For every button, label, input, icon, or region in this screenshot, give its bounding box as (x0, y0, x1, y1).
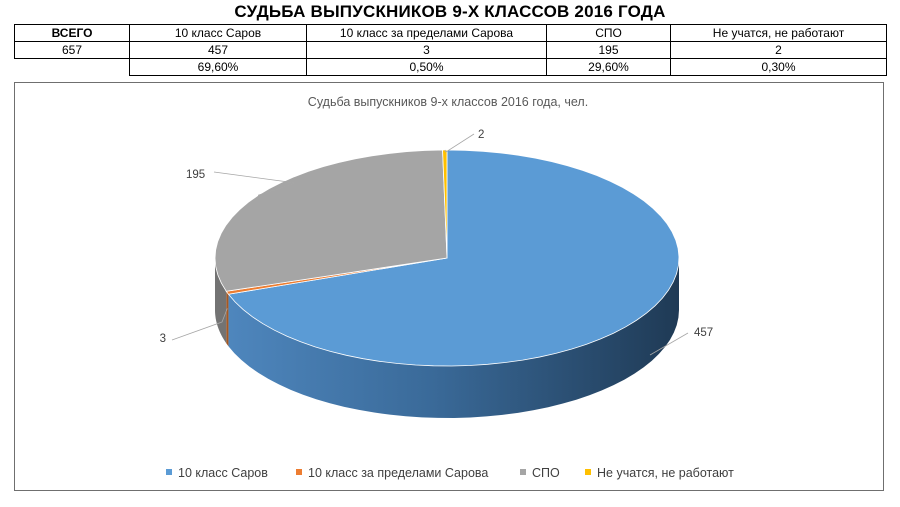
pie-slice (227, 149, 680, 367)
table-row-percents: 69,60% 0,50% 29,60% 0,30% (14, 58, 887, 76)
table-cell: 69,60% (129, 58, 307, 76)
leader-line (213, 171, 297, 196)
table-header-row: ВСЕГО 10 класс Саров 10 класс за предела… (14, 24, 887, 42)
legend-entry: Не учатся, не работают (597, 466, 734, 480)
legend-entry: 10 класс за пределами Сарова (308, 466, 488, 480)
legend-swatch (520, 469, 526, 475)
legend-swatch (166, 469, 172, 475)
summary-table: ВСЕГО 10 класс Саров 10 класс за предела… (14, 24, 887, 76)
data-label: 457 (694, 327, 713, 339)
pie-slice (442, 149, 448, 259)
pie-slice-side (228, 258, 679, 418)
data-label: 3 (160, 333, 166, 345)
table-header-cell: 10 класс за пределами Сарова (306, 24, 547, 42)
table-cell: 29,60% (546, 58, 671, 76)
leader-line (444, 133, 475, 153)
table-cell: 0,30% (670, 58, 887, 76)
page-title: СУДЬБА ВЫПУСКНИКОВ 9-Х КЛАССОВ 2016 ГОДА (234, 2, 666, 21)
chart-frame (14, 82, 884, 491)
legend: 10 класс Саров 10 класс за пределами Саро… (166, 466, 734, 480)
table-header-cell: 10 класс Саров (129, 24, 307, 42)
table-cell: 657 (14, 41, 130, 59)
legend-entry: СПО (532, 466, 560, 480)
data-label: 195 (186, 169, 205, 181)
legend-swatch (585, 469, 591, 475)
legend-swatch (296, 469, 302, 475)
table-cell: 0,50% (306, 58, 547, 76)
data-label: 2 (478, 129, 484, 141)
leader-line (649, 332, 689, 356)
legend-entry: 10 класс Саров (178, 466, 268, 480)
pie-slice-side (215, 258, 227, 344)
table-cell: 195 (546, 41, 671, 59)
leader-line (171, 308, 228, 341)
pie-slice-side (226, 291, 229, 347)
chart-title: Судьба выпускников 9-х классов 2016 года… (308, 95, 588, 109)
